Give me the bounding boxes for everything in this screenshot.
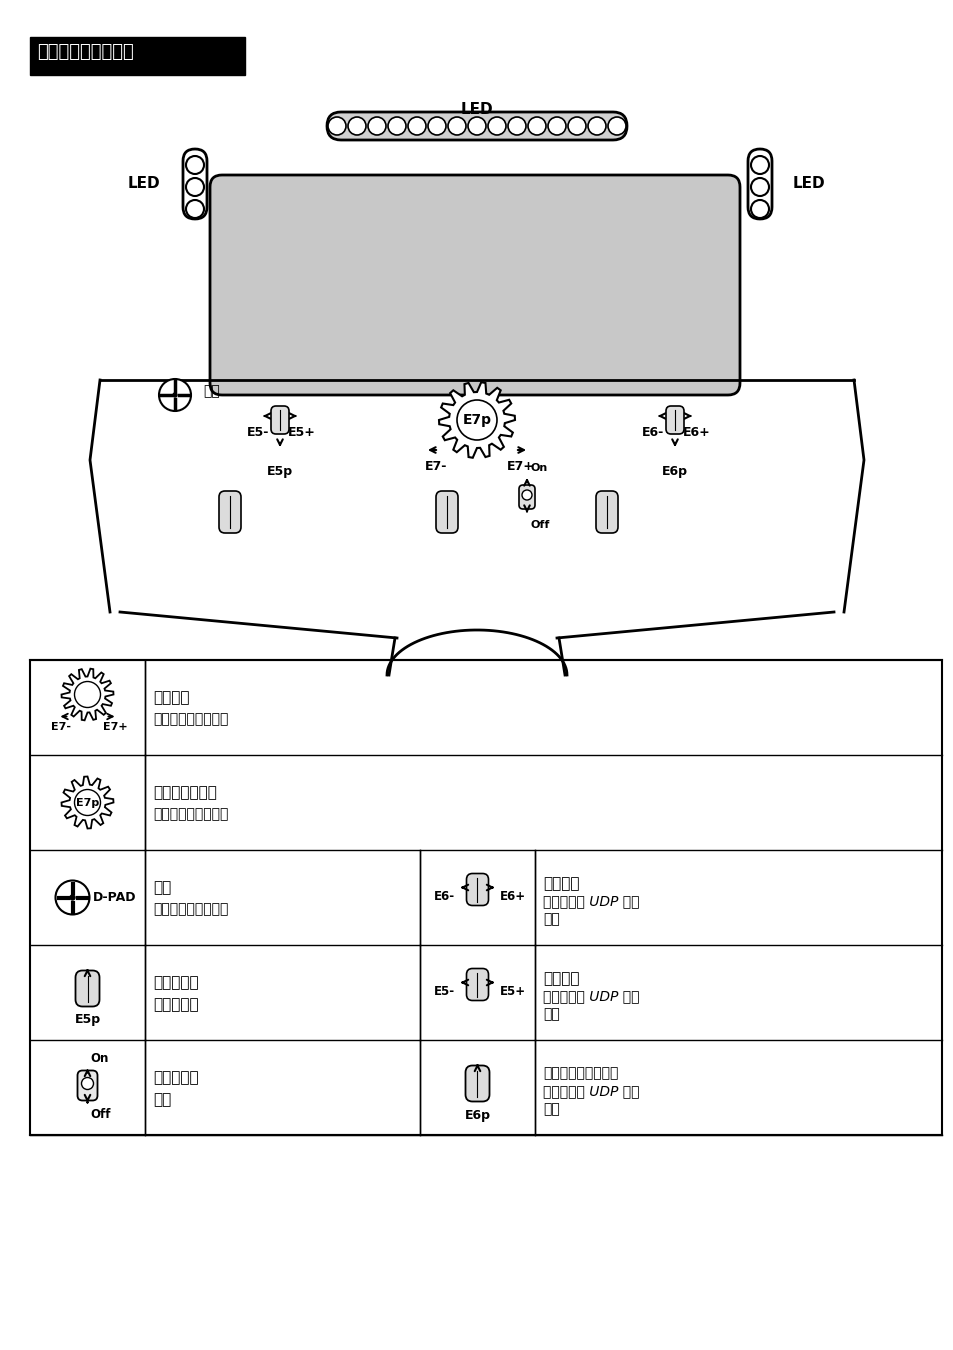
Circle shape: [468, 117, 485, 135]
Bar: [30, 660, 941, 1135]
Text: E5+: E5+: [288, 427, 315, 439]
Text: E6+: E6+: [682, 427, 710, 439]
Polygon shape: [61, 776, 113, 829]
Polygon shape: [438, 382, 515, 458]
Text: E5p: E5p: [74, 1014, 100, 1026]
FancyBboxPatch shape: [596, 491, 618, 533]
Text: E7-: E7-: [424, 460, 447, 472]
Circle shape: [81, 1077, 93, 1089]
FancyBboxPatch shape: [466, 968, 488, 1000]
Circle shape: [408, 117, 426, 135]
Text: E7+: E7+: [506, 460, 535, 472]
Text: LED: LED: [792, 176, 824, 190]
Text: E7p: E7p: [76, 798, 99, 807]
Text: 中）: 中）: [542, 1007, 559, 1022]
Text: （在本机或 UDP 游戏: （在本机或 UDP 游戏: [542, 1084, 639, 1099]
Circle shape: [456, 400, 497, 440]
Text: （在本机或 UDP 游戏: （在本机或 UDP 游戏: [542, 990, 639, 1003]
Circle shape: [186, 157, 204, 174]
FancyBboxPatch shape: [271, 406, 289, 433]
Circle shape: [750, 200, 768, 217]
Circle shape: [428, 117, 446, 135]
Circle shape: [348, 117, 366, 135]
FancyBboxPatch shape: [518, 485, 535, 509]
Text: On: On: [91, 1052, 109, 1065]
FancyBboxPatch shape: [665, 406, 683, 433]
Text: 屏幕显示管理：映射: 屏幕显示管理：映射: [37, 43, 133, 61]
Text: E5-: E5-: [247, 427, 269, 439]
Circle shape: [521, 490, 532, 500]
Circle shape: [159, 379, 191, 410]
Circle shape: [186, 200, 204, 217]
Text: 方向: 方向: [203, 383, 219, 398]
Text: Off: Off: [91, 1107, 111, 1120]
Text: 更改参数: 更改参数: [152, 690, 190, 705]
Circle shape: [70, 895, 75, 900]
FancyBboxPatch shape: [210, 176, 740, 396]
Text: E6-: E6-: [434, 890, 455, 903]
Bar: [30, 36, 245, 76]
Circle shape: [567, 117, 585, 135]
Circle shape: [750, 157, 768, 174]
FancyBboxPatch shape: [75, 971, 99, 1007]
Circle shape: [488, 117, 505, 135]
Circle shape: [328, 117, 346, 135]
Text: （在方向盘菜单中）: （在方向盘菜单中）: [152, 713, 228, 726]
Circle shape: [587, 117, 605, 135]
Circle shape: [172, 393, 177, 397]
Text: LED: LED: [128, 176, 160, 190]
Text: （在方向盘菜单中）: （在方向盘菜单中）: [152, 807, 228, 822]
Text: E5p: E5p: [267, 464, 293, 478]
FancyBboxPatch shape: [77, 1071, 97, 1100]
Circle shape: [186, 178, 204, 196]
Text: Off: Off: [531, 520, 550, 531]
FancyBboxPatch shape: [436, 491, 457, 533]
Text: E7-: E7-: [51, 722, 71, 733]
Circle shape: [55, 880, 90, 914]
Text: 屏幕: 屏幕: [152, 1092, 172, 1107]
Text: E6p: E6p: [661, 464, 687, 478]
Text: 更改屏幕: 更改屏幕: [542, 876, 578, 891]
Text: E6p: E6p: [464, 1108, 490, 1122]
Circle shape: [388, 117, 406, 135]
Text: D-PAD: D-PAD: [92, 891, 136, 904]
Text: 导航: 导航: [152, 880, 172, 895]
Circle shape: [448, 117, 465, 135]
Text: （在本机或 UDP 游戏: （在本机或 UDP 游戏: [542, 895, 639, 909]
FancyBboxPatch shape: [219, 491, 241, 533]
Text: E6+: E6+: [499, 890, 525, 903]
Text: E7p: E7p: [462, 413, 491, 427]
Text: 中）: 中）: [542, 913, 559, 926]
Text: 方向盘菜单: 方向盘菜单: [152, 998, 198, 1012]
Text: 进入或退出: 进入或退出: [152, 975, 198, 990]
Text: 选择黑暗或明亮模式: 选择黑暗或明亮模式: [542, 1066, 618, 1080]
Text: LED: LED: [460, 103, 493, 117]
Text: E7+: E7+: [103, 722, 128, 733]
Text: 打开或关闭: 打开或关闭: [152, 1071, 198, 1085]
FancyBboxPatch shape: [327, 112, 626, 140]
Circle shape: [368, 117, 386, 135]
FancyBboxPatch shape: [466, 873, 488, 906]
Text: E6-: E6-: [641, 427, 663, 439]
FancyBboxPatch shape: [465, 1065, 489, 1102]
Text: 中）: 中）: [542, 1103, 559, 1116]
Circle shape: [607, 117, 625, 135]
Text: 验证或更改参数: 验证或更改参数: [152, 784, 216, 801]
Circle shape: [507, 117, 525, 135]
Circle shape: [527, 117, 545, 135]
Polygon shape: [61, 668, 113, 721]
Text: E5-: E5-: [434, 986, 455, 998]
Circle shape: [547, 117, 565, 135]
Text: （在方向盘菜单中）: （在方向盘菜单中）: [152, 903, 228, 917]
Circle shape: [74, 682, 100, 707]
Text: On: On: [531, 463, 548, 472]
Text: E5+: E5+: [499, 986, 525, 998]
Circle shape: [74, 790, 100, 815]
Text: 更换皮肤: 更换皮肤: [542, 971, 578, 986]
Circle shape: [750, 178, 768, 196]
